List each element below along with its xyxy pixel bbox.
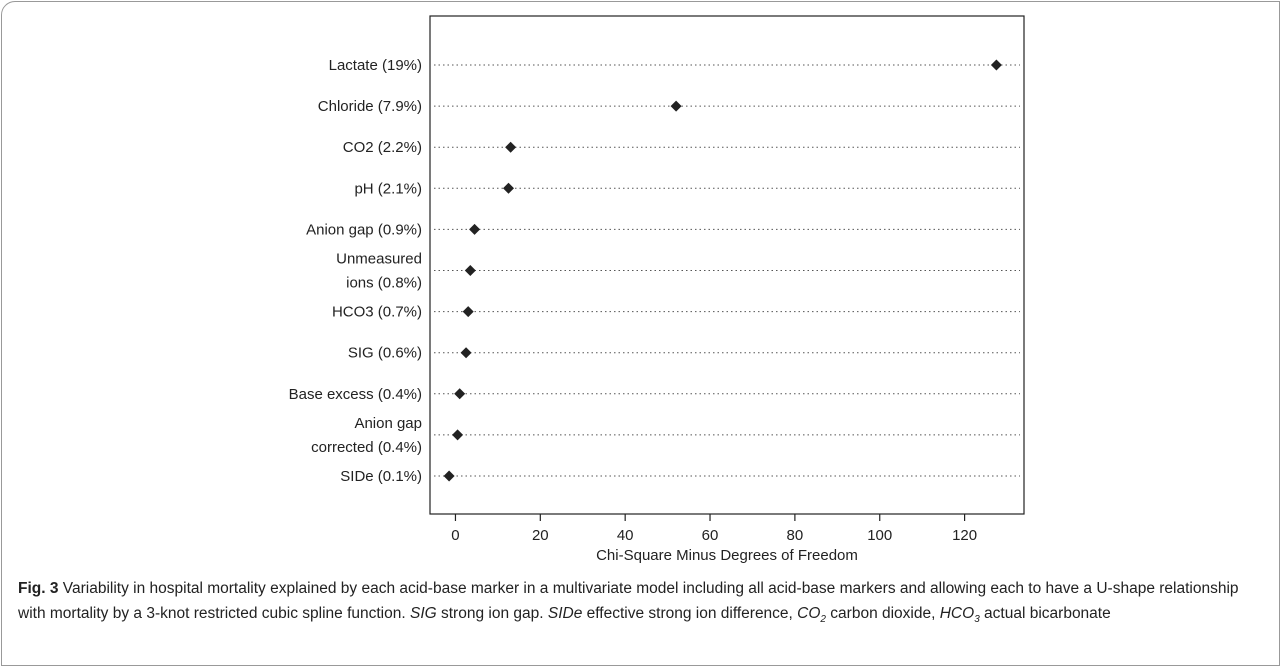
data-point-side-0-1 <box>443 470 455 482</box>
data-point-unmeasured-ions-0-8 <box>464 265 476 276</box>
caption-side-abbr: SIDe <box>547 605 583 622</box>
category-label-anion-gap-0-9: Anion gap (0.9%) <box>306 221 422 238</box>
x-tick-label-120: 120 <box>952 527 977 544</box>
caption-text-4: carbon dioxide, <box>825 605 940 622</box>
x-tick-label-40: 40 <box>617 527 634 544</box>
category-label-ph-2-1: pH (2.1%) <box>354 180 422 197</box>
caption-co2-abbr: CO2 <box>797 605 826 626</box>
data-point-hco3-0-7 <box>462 306 474 318</box>
x-tick-label-60: 60 <box>702 527 719 544</box>
category-label-co2-2-2: CO2 (2.2%) <box>343 139 422 156</box>
category-label-base-excess-0-4: Base excess (0.4%) <box>289 386 422 403</box>
dot-chart: Lactate (19%) Chloride (7.9%) CO2 (2.2%) pH… <box>289 15 1025 564</box>
data-point-base-excess-0-4 <box>454 388 466 400</box>
category-label-unmeasured-ions-0-8: Unmeasured ions (0.8%) <box>336 251 422 292</box>
category-label-side-0-1: SIDe (0.1%) <box>340 468 422 485</box>
plot-frame <box>429 15 1025 515</box>
caption-text-5: actual bicarbonate <box>979 605 1111 622</box>
figure-caption: Fig. 3 Variability in hospital mortality… <box>18 576 1268 632</box>
category-label-lactate-19: Lactate (19%) <box>329 57 422 74</box>
data-point-ph-2-1 <box>502 182 514 194</box>
x-axis-label: Chi-Square Minus Degrees of Freedom <box>596 547 858 564</box>
caption-text-1: Variability in hospital mortality explai… <box>18 580 1239 622</box>
data-point-sig-0-6 <box>460 347 472 359</box>
x-tick-label-100: 100 <box>867 527 892 544</box>
category-label-anion-gap-corrected-0-4: Anion gap corrected (0.4%) <box>311 415 422 456</box>
x-tick-label-20: 20 <box>532 527 549 544</box>
caption-text-2: strong ion gap. <box>436 605 548 622</box>
x-tick-label-80: 80 <box>787 527 804 544</box>
data-point-chloride-7-9 <box>670 100 682 112</box>
caption-label: Fig. 3 <box>18 580 59 597</box>
caption-hco3-abbr: HCO3 <box>939 605 980 626</box>
data-point-lactate-19 <box>990 59 1002 71</box>
x-tick-label-0: 0 <box>451 527 459 544</box>
category-label-sig-0-6: SIG (0.6%) <box>348 345 422 362</box>
category-label-chloride-7-9: Chloride (7.9%) <box>318 98 422 115</box>
caption-sig-abbr: SIG <box>409 605 437 622</box>
data-point-co2-2-2 <box>505 141 517 153</box>
data-point-anion-gap-corrected-0-4 <box>452 429 464 441</box>
data-point-anion-gap-0-9 <box>469 223 481 235</box>
category-label-hco3-0-7: HCO3 (0.7%) <box>332 304 422 321</box>
caption-text-3: effective strong ion difference, <box>582 605 798 622</box>
